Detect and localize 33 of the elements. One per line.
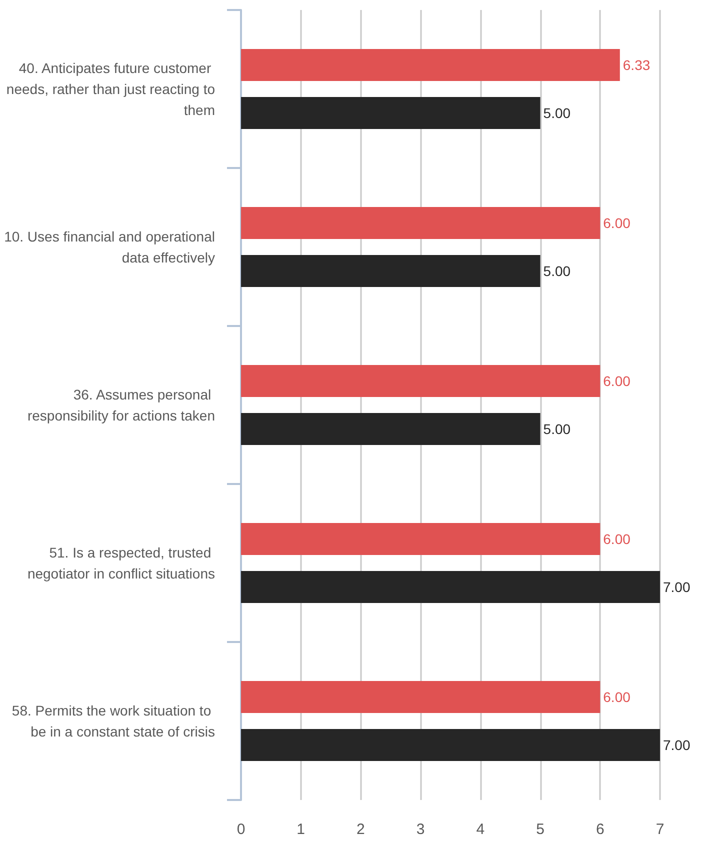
x-tick-label: 0 bbox=[236, 821, 246, 838]
x-tick-label: 3 bbox=[416, 821, 425, 838]
data-label: 6.00 bbox=[603, 215, 631, 231]
data-label: 5.00 bbox=[543, 105, 571, 121]
data-label: 6.00 bbox=[603, 373, 631, 389]
bar bbox=[241, 523, 600, 555]
bar bbox=[241, 365, 600, 397]
y-tick-label: 58. Permits the work situation to be in a constant state of crisis bbox=[12, 702, 215, 740]
bar bbox=[241, 255, 540, 287]
data-label: 5.00 bbox=[543, 263, 571, 279]
data-label: 6.00 bbox=[603, 531, 631, 547]
x-tick-label: 4 bbox=[476, 821, 485, 838]
x-tick-label: 7 bbox=[656, 821, 664, 838]
x-tick-label: 5 bbox=[536, 821, 544, 838]
x-tick-label: 2 bbox=[356, 821, 365, 838]
data-label: 7.00 bbox=[663, 579, 690, 595]
x-tick-label: 6 bbox=[596, 821, 604, 838]
y-tick-label: 36. Assumes personal responsibility for actions taken bbox=[27, 386, 215, 424]
y-tick-label: 51. Is a respected, trusted negotiator in conflict situations bbox=[27, 544, 215, 582]
x-tick-label: 1 bbox=[296, 821, 306, 838]
data-label: 6.33 bbox=[622, 57, 650, 73]
data-label: 7.00 bbox=[663, 737, 690, 753]
y-tick-label: 40. Anticipates future customer needs, rather than just reacting to them bbox=[6, 60, 216, 118]
bar bbox=[241, 571, 660, 603]
data-label: 5.00 bbox=[543, 421, 571, 437]
bar bbox=[241, 207, 600, 239]
bar bbox=[241, 97, 540, 129]
bar bbox=[241, 681, 600, 713]
data-label: 6.00 bbox=[603, 689, 631, 705]
bar bbox=[241, 729, 660, 761]
bar bbox=[241, 49, 620, 81]
bar bbox=[241, 413, 540, 445]
y-tick-label: 10. Uses financial and operational data effectively bbox=[4, 228, 215, 266]
